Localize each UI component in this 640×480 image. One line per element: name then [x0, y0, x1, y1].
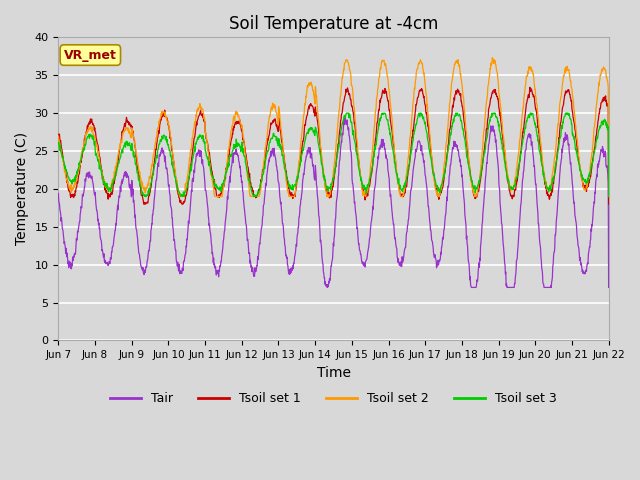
Text: VR_met: VR_met	[64, 48, 116, 61]
Y-axis label: Temperature (C): Temperature (C)	[15, 132, 29, 245]
Title: Soil Temperature at -4cm: Soil Temperature at -4cm	[229, 15, 438, 33]
X-axis label: Time: Time	[317, 366, 351, 380]
Legend: Tair, Tsoil set 1, Tsoil set 2, Tsoil set 3: Tair, Tsoil set 1, Tsoil set 2, Tsoil se…	[105, 387, 562, 410]
